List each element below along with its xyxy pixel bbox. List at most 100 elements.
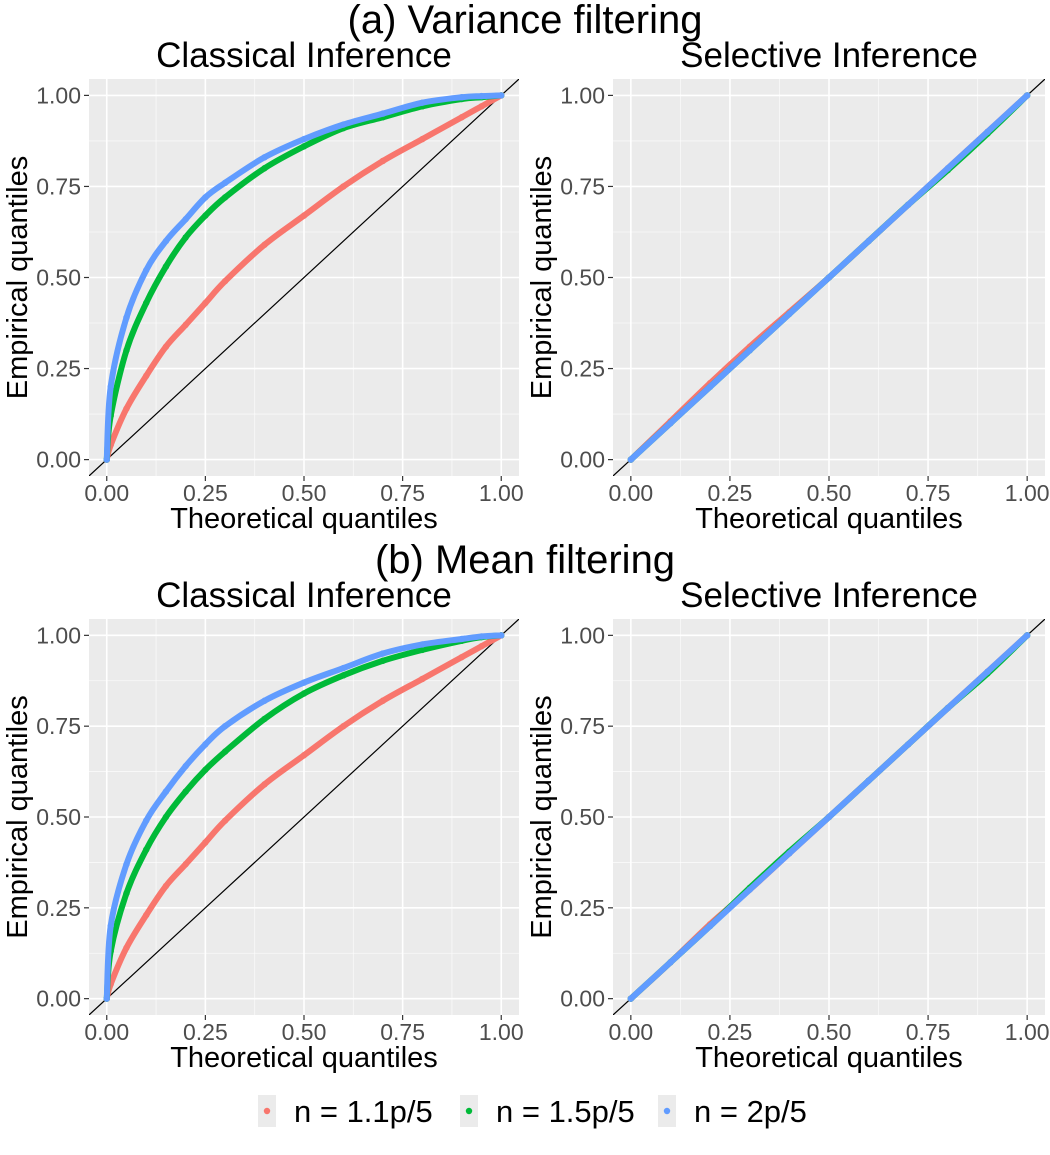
x-axis-title: Theoretical quantiles — [695, 503, 963, 535]
series-point-3 — [202, 194, 209, 201]
series-point-3 — [984, 668, 991, 675]
y-tick-label: 0.50 — [560, 265, 605, 291]
series-point-1 — [261, 781, 268, 788]
series-point-1 — [143, 372, 150, 380]
y-tick-label: 0.00 — [36, 447, 81, 473]
series-point-2 — [261, 165, 268, 172]
x-tick-label: 0.00 — [608, 1019, 653, 1045]
y-tick-label: 0.00 — [36, 986, 81, 1012]
series-point-3 — [944, 704, 952, 712]
legend-key-dot — [465, 1107, 473, 1115]
series-point-3 — [221, 179, 229, 187]
series-point-3 — [202, 741, 209, 748]
series-point-1 — [143, 911, 150, 919]
series-point-1 — [162, 882, 170, 890]
x-tick-label: 0.50 — [282, 480, 327, 506]
y-tick-label: 0.25 — [36, 356, 81, 382]
plot-area — [613, 619, 1045, 1015]
chart-panel-4: 0.00 0.25 0.50 0.75 1.00 0.00 0.25 0.50 0.75 1.00… — [526, 576, 1050, 1074]
series-point-2 — [123, 347, 130, 354]
series-point-3 — [261, 154, 268, 161]
series-point-1 — [478, 103, 485, 110]
series-point-3 — [825, 274, 833, 281]
series-point-1 — [202, 839, 209, 846]
series-point-1 — [340, 183, 347, 190]
series-point-1 — [182, 861, 189, 868]
series-point-3 — [905, 741, 912, 748]
series-point-3 — [746, 347, 753, 354]
series-point-2 — [202, 212, 209, 219]
x-axis-title: Theoretical quantiles — [695, 1042, 963, 1074]
series-point-3 — [379, 110, 387, 117]
y-tick-label: 0.00 — [560, 447, 605, 473]
series-point-1 — [123, 944, 130, 951]
series-point-1 — [419, 135, 426, 143]
series-point-1 — [162, 343, 170, 350]
y-tick-label: 0.75 — [36, 713, 81, 739]
legend-label: n = 1.5p/5 — [496, 1094, 635, 1129]
series-point-2 — [379, 657, 387, 664]
series-point-3 — [143, 267, 150, 274]
legend: n = 1.1p/5 n = 1.5p/5 n = 2p/5 — [258, 1094, 807, 1129]
series-point-1 — [419, 675, 426, 683]
series-point-2 — [182, 788, 189, 795]
series-point-3 — [865, 237, 872, 245]
series-point-1 — [379, 697, 387, 704]
series-point-2 — [300, 690, 308, 697]
series-point-3 — [419, 641, 426, 648]
x-tick-label: 1.00 — [1005, 480, 1050, 506]
x-tick-label: 0.75 — [380, 480, 425, 506]
x-tick-label: 0.00 — [84, 480, 129, 506]
series-point-3 — [944, 165, 952, 172]
series-point-3 — [786, 850, 793, 857]
series-point-3 — [458, 94, 465, 101]
series-point-3 — [825, 813, 833, 821]
series-point-2 — [143, 299, 150, 307]
x-tick-label: 0.25 — [183, 480, 228, 506]
series-point-1 — [202, 299, 209, 307]
y-tick-label: 0.25 — [560, 356, 605, 382]
legend-item-1: n = 1.1p/5 — [258, 1094, 433, 1129]
x-tick-label: 0.25 — [708, 480, 753, 506]
y-axis-title: Empirical quantiles — [2, 695, 34, 938]
legend-label: n = 2p/5 — [694, 1094, 807, 1129]
series-point-2 — [123, 890, 130, 897]
chart-panel-2: 0.00 0.25 0.50 0.75 1.00 0.00 0.25 0.50 0.75 1.00… — [526, 36, 1050, 535]
series-point-3 — [340, 121, 347, 128]
series-point-3 — [1023, 92, 1031, 99]
y-axis-title: Empirical quantiles — [526, 156, 558, 399]
reference-line — [89, 79, 519, 476]
x-axis-title: Theoretical quantiles — [170, 1042, 438, 1074]
y-tick-label: 0.75 — [36, 173, 81, 199]
x-tick-label: 1.00 — [1005, 1019, 1050, 1045]
series-point-1 — [458, 653, 465, 661]
panel-title: Selective Inference — [680, 36, 978, 75]
x-tick-label: 0.50 — [807, 1019, 852, 1045]
series-point-3 — [478, 92, 485, 100]
series-point-1 — [123, 405, 130, 412]
series-point-1 — [261, 241, 268, 248]
series-point-1 — [221, 277, 229, 285]
series-point-2 — [340, 672, 347, 679]
series-point-3 — [162, 237, 170, 245]
series-point-3 — [458, 635, 465, 643]
series-point-3 — [865, 777, 872, 784]
y-axis-title: Empirical quantiles — [526, 695, 558, 938]
y-tick-label: 1.00 — [560, 82, 605, 108]
x-tick-label: 1.00 — [479, 480, 524, 506]
panel-title: Classical Inference — [156, 36, 452, 75]
legend-key-dot — [263, 1107, 271, 1115]
series-point-3 — [107, 922, 114, 930]
series-point-3 — [379, 650, 387, 657]
series-point-3 — [221, 722, 229, 730]
series-point-1 — [340, 722, 347, 730]
series-point-3 — [1023, 632, 1031, 639]
series-line-1 — [103, 632, 505, 1002]
series-point-3 — [667, 959, 674, 966]
plot-area — [89, 79, 519, 476]
series-point-3 — [300, 135, 308, 143]
plot-area — [89, 619, 519, 1015]
series-point-1 — [478, 643, 485, 650]
series-point-3 — [478, 633, 485, 640]
series-point-2 — [162, 813, 170, 821]
